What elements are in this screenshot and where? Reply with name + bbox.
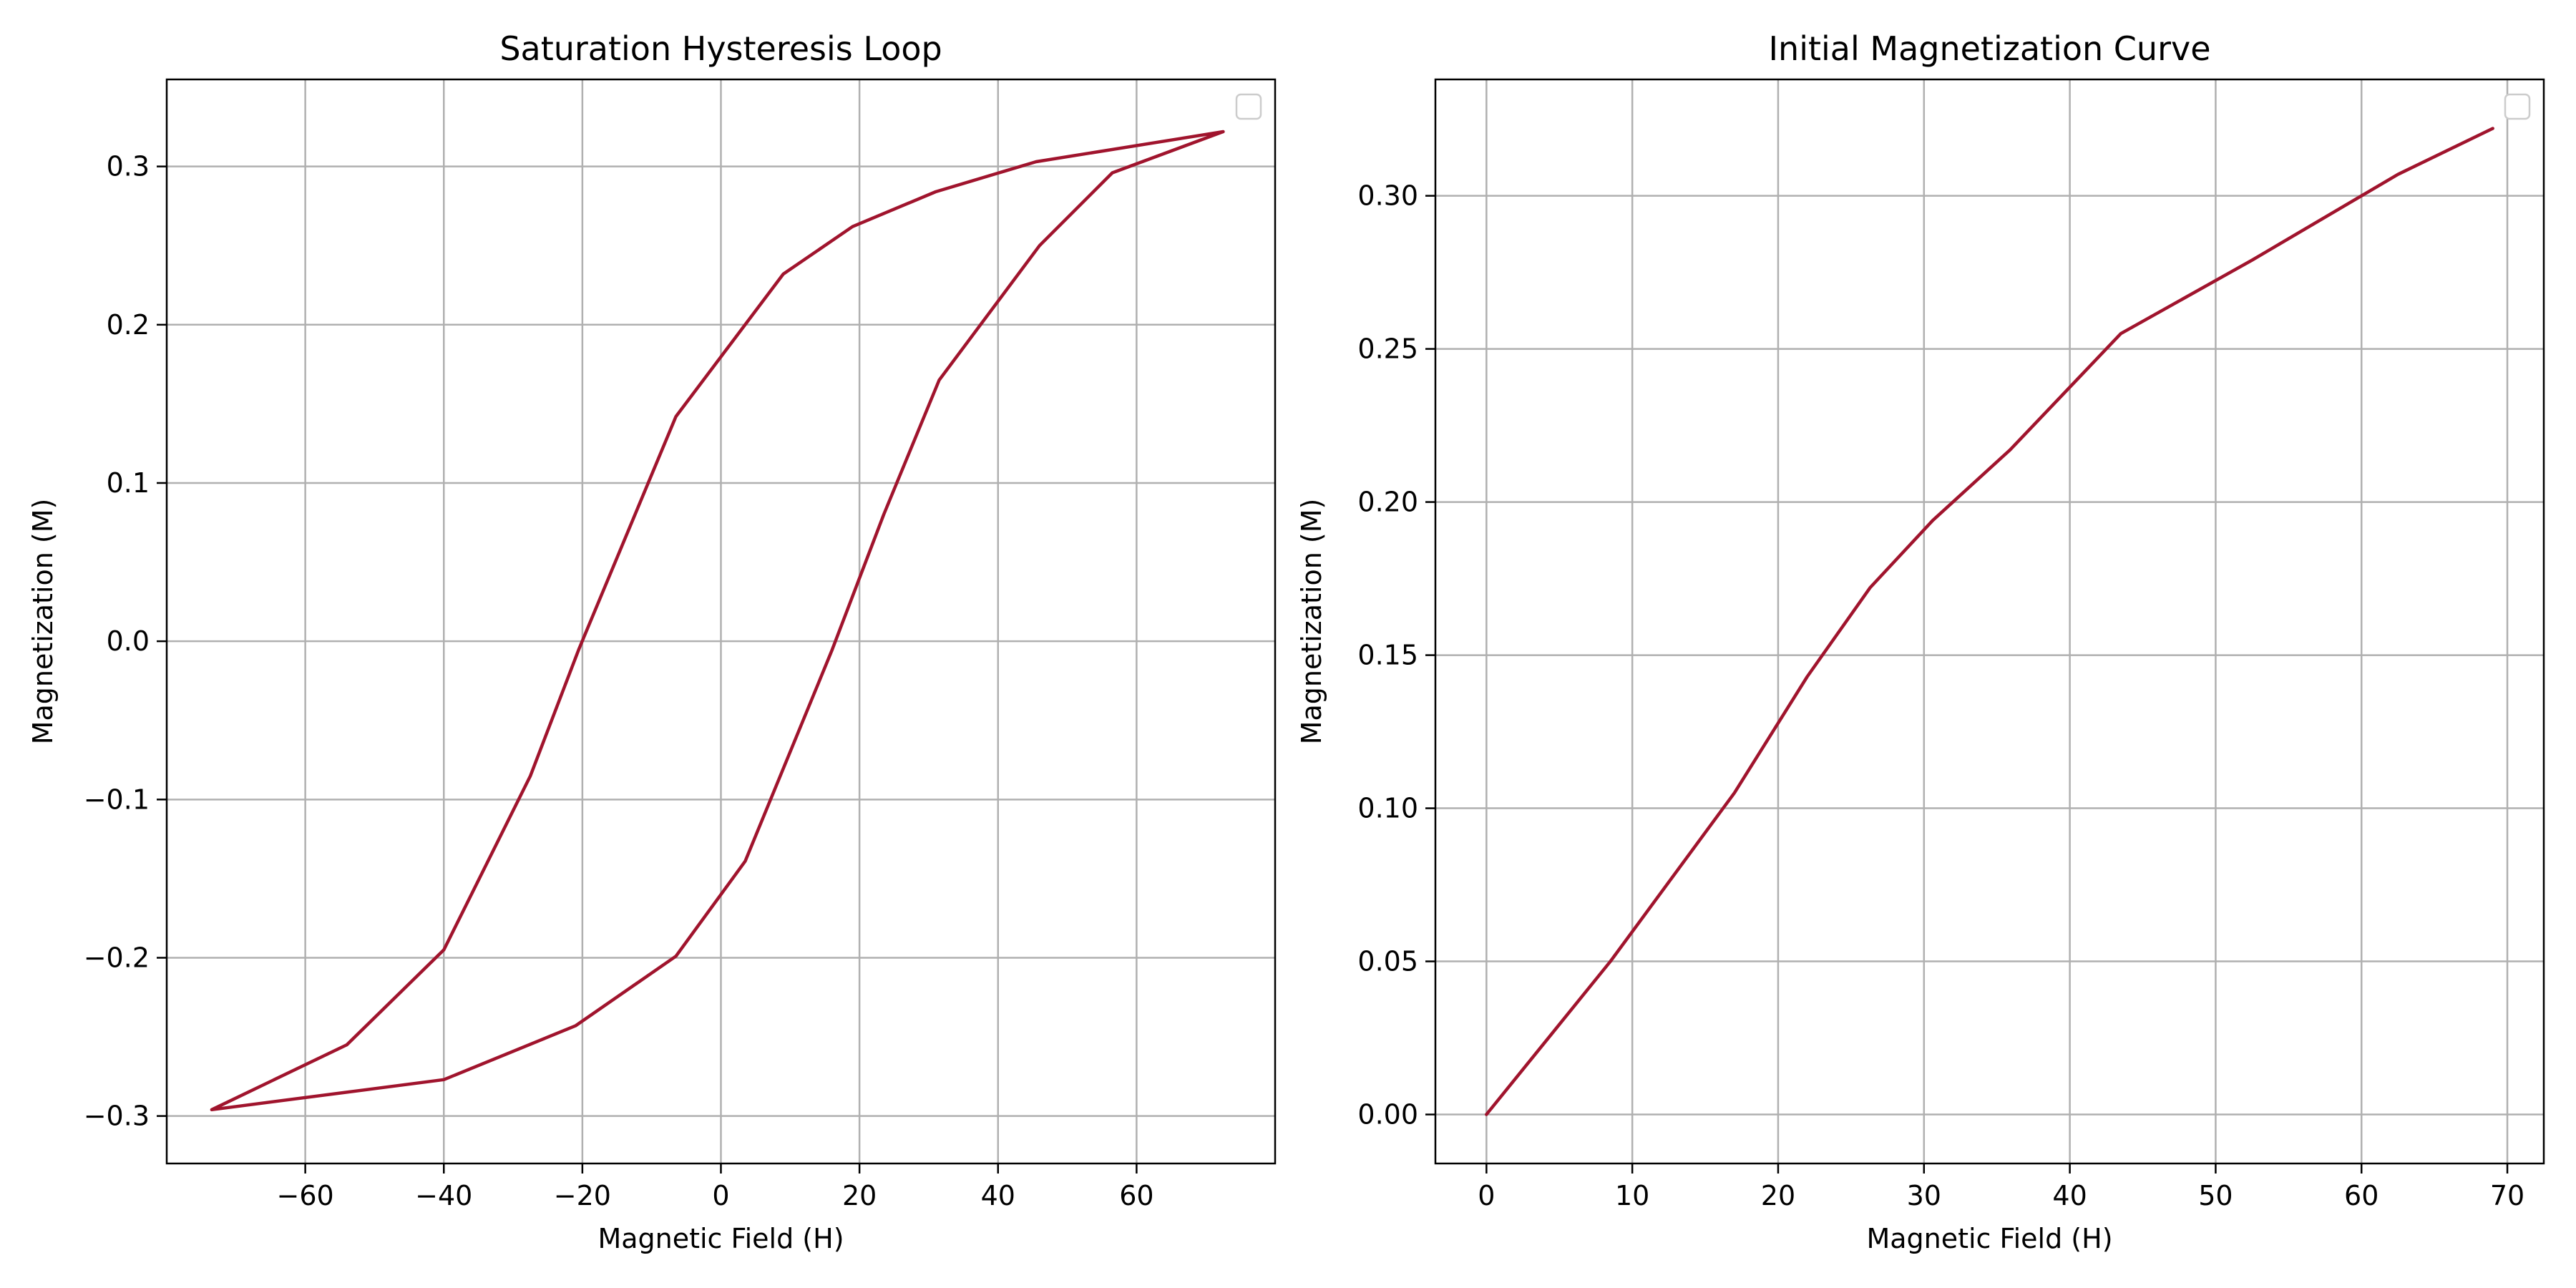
x-tick-label: −20 xyxy=(554,1180,611,1211)
x-tick-label: 0 xyxy=(712,1180,729,1211)
x-axis-label: Magnetic Field (H) xyxy=(1866,1223,2112,1254)
y-tick-label: 0.2 xyxy=(107,309,150,341)
grid-lines xyxy=(1435,79,2544,1163)
y-tick-label: −0.3 xyxy=(84,1101,150,1132)
plot-frame xyxy=(1434,78,2545,1165)
x-axis-label: Magnetic Field (H) xyxy=(597,1223,844,1254)
y-tick-label: −0.1 xyxy=(84,784,150,815)
y-tick-label: 0.05 xyxy=(1357,946,1418,977)
y-tick-label: 0.15 xyxy=(1357,640,1418,671)
initial-magnetization-plot: 0 10 20 30 40 50 60 70 0.00 0.05 0.10 0.15 0.20 0.25 0… xyxy=(1296,29,2545,1254)
y-tick-label: 0.00 xyxy=(1357,1099,1418,1131)
chart-title: Initial Magnetization Curve xyxy=(1768,29,2210,68)
x-tick-label: 20 xyxy=(842,1180,877,1211)
tick-layer: 0 10 20 30 40 50 60 70 0.00 0.05 0.10 0.15 0.20 0.25 0… xyxy=(1357,180,2524,1211)
series-layer xyxy=(210,130,1225,1112)
x-tick-label: 50 xyxy=(2198,1180,2233,1211)
series-layer xyxy=(1485,127,2494,1116)
x-tick-label: 0 xyxy=(1478,1180,1495,1211)
x-tick-label: 60 xyxy=(1119,1180,1153,1211)
magnetization-series-line xyxy=(210,130,1225,1112)
magnetization-series-line xyxy=(1485,127,2494,1116)
y-tick-label: 0.30 xyxy=(1357,180,1418,212)
x-tick-label: 60 xyxy=(2344,1180,2379,1211)
chart-title: Saturation Hysteresis Loop xyxy=(499,29,942,68)
y-tick-label: 0.25 xyxy=(1357,333,1418,365)
legend-box xyxy=(1235,93,1262,120)
grid-lines xyxy=(167,79,1275,1163)
tick-layer: −60 −40 −20 0 20 40 60 −0.3 −0.2 −0.1 0.0 0.1 0.2 0.3 xyxy=(84,151,1154,1211)
y-tick-label: 0.3 xyxy=(107,151,150,182)
x-tick-label: −60 xyxy=(277,1180,334,1211)
y-tick-label: 0.10 xyxy=(1357,793,1418,824)
x-tick-label: 10 xyxy=(1615,1180,1649,1211)
x-tick-label: −40 xyxy=(415,1180,472,1211)
y-axis-label: Magnetization (M) xyxy=(1296,499,1327,745)
y-tick-label: −0.2 xyxy=(84,942,150,973)
legend-box xyxy=(2504,93,2531,120)
y-tick-label: 0.1 xyxy=(107,467,150,499)
y-tick-label: 0.20 xyxy=(1357,487,1418,518)
x-tick-label: 40 xyxy=(981,1180,1015,1211)
y-axis-label: Magnetization (M) xyxy=(27,499,59,745)
x-tick-label: 70 xyxy=(2490,1180,2524,1211)
x-tick-label: 20 xyxy=(1761,1180,1795,1211)
y-tick-label: 0.0 xyxy=(107,625,150,657)
x-tick-label: 40 xyxy=(2052,1180,2087,1211)
hysteresis-loop-plot: −60 −40 −20 0 20 40 60 −0.3 −0.2 −0.1 0.0 0.1 0.2 0.3… xyxy=(27,29,1277,1254)
x-tick-label: 30 xyxy=(1907,1180,1941,1211)
